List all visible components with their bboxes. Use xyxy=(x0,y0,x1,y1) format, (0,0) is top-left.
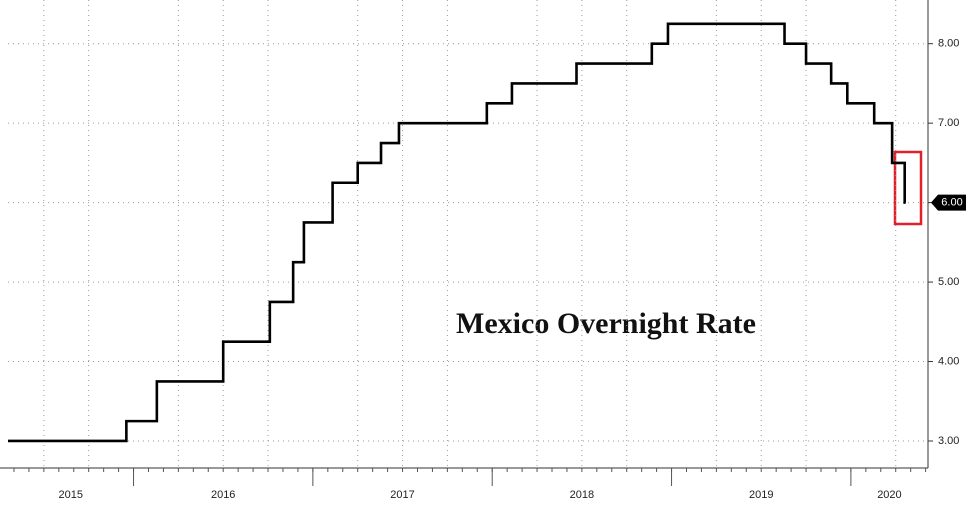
rate-line xyxy=(8,22,906,443)
x-tick-label: 2020 xyxy=(877,489,901,501)
last-value-tag xyxy=(931,194,966,211)
highlight-box xyxy=(893,150,923,226)
y-tick-label: 7.00 xyxy=(938,117,959,129)
y-tick-label: 4.00 xyxy=(938,355,959,367)
y-tick-label: 5.00 xyxy=(938,276,959,288)
x-tick-label: 2019 xyxy=(749,489,773,501)
x-tick-label: 2015 xyxy=(59,489,83,501)
x-tick-label: 2016 xyxy=(211,489,235,501)
last-value-label: 6.00 xyxy=(941,197,962,209)
y-tick-label: 8.00 xyxy=(938,38,959,50)
x-tick-label: 2018 xyxy=(570,489,594,501)
x-tick-label: 2017 xyxy=(390,489,414,501)
y-tick-label: 3.00 xyxy=(938,435,959,447)
chart-title: Mexico Overnight Rate xyxy=(456,307,756,340)
